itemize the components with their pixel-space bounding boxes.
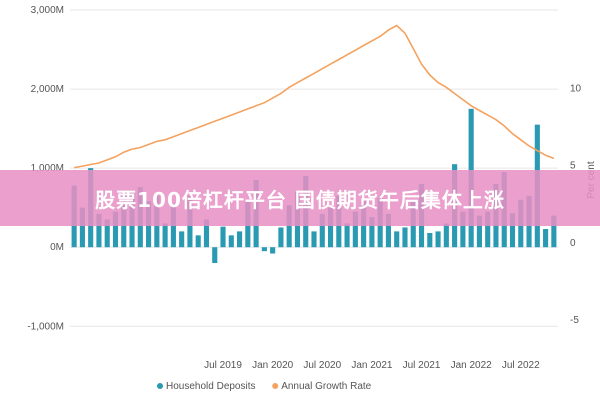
x-tick-label: Jan 2022 bbox=[451, 360, 493, 371]
bar-household-deposits bbox=[352, 211, 358, 248]
bar-household-deposits bbox=[509, 213, 516, 248]
x-tick-label: Jul 2021 bbox=[403, 360, 441, 371]
bar-household-deposits bbox=[402, 227, 408, 248]
x-tick-label: Jul 2020 bbox=[303, 360, 341, 371]
x-axis: Jul 2019 Jan 2020 Jul 2020 Jan 2021 Jul 2021… bbox=[204, 360, 540, 371]
chart-grid bbox=[70, 9, 558, 327]
y-right-tick-label: 0 bbox=[570, 238, 576, 249]
bar-household-deposits bbox=[286, 205, 292, 248]
bar-household-deposits bbox=[228, 235, 234, 248]
y-left-tick-label: 1,000M bbox=[31, 163, 64, 174]
bar-household-deposits bbox=[543, 229, 549, 248]
bar-household-deposits bbox=[344, 223, 350, 248]
legend-label: Household Deposits bbox=[166, 381, 256, 392]
x-tick-label: Jan 2021 bbox=[351, 360, 393, 371]
y-right-tick-label: -5 bbox=[570, 315, 579, 326]
overlay-banner: 股票100倍杠杆平台 国债期货午后集体上涨 bbox=[0, 170, 600, 226]
legend-marker bbox=[272, 383, 279, 389]
bar-household-deposits bbox=[195, 235, 201, 248]
bar-household-deposits bbox=[236, 231, 243, 248]
bar-household-deposits bbox=[96, 214, 102, 248]
y-left-tick-label: 0M bbox=[50, 242, 64, 253]
bar-household-deposits bbox=[311, 231, 317, 248]
x-tick-label: Jan 2020 bbox=[252, 360, 294, 371]
bar-household-deposits bbox=[460, 211, 466, 248]
bar-household-deposits bbox=[319, 214, 325, 248]
bar-household-deposits bbox=[162, 223, 168, 248]
bar-household-deposits bbox=[369, 217, 375, 248]
legend-label: Annual Growth Rate bbox=[281, 381, 371, 392]
bar-household-deposits bbox=[485, 211, 491, 248]
bar-household-deposits bbox=[278, 227, 284, 248]
bar-household-deposits bbox=[261, 247, 267, 252]
bar-household-deposits bbox=[79, 207, 85, 248]
y-left-tick-label: -1,000M bbox=[27, 321, 64, 332]
y-right-tick-label: 5 bbox=[570, 161, 576, 172]
bar-household-deposits bbox=[220, 226, 226, 248]
bar-household-deposits bbox=[443, 223, 449, 248]
bar-household-deposits bbox=[203, 219, 210, 248]
bar-household-deposits bbox=[327, 207, 334, 248]
bar-household-deposits bbox=[112, 211, 119, 248]
bar-household-deposits bbox=[179, 231, 185, 248]
bar-household-deposits bbox=[385, 214, 392, 248]
bar-household-deposits bbox=[427, 232, 433, 248]
legend: Household Deposits Annual Growth Rate bbox=[157, 381, 372, 392]
y-left-tick-label: 2,000M bbox=[31, 84, 64, 95]
bar-household-deposits bbox=[270, 247, 276, 254]
bar-household-deposits bbox=[104, 219, 110, 248]
bar-household-deposits bbox=[394, 231, 400, 248]
bar-household-deposits bbox=[476, 215, 482, 248]
y-axis-left: 3,000M 2,000M 1,000M 0M -1,000M bbox=[27, 5, 64, 332]
line-annual-growth-rate bbox=[73, 24, 555, 169]
y-right-tick-label: 10 bbox=[570, 83, 582, 94]
y-left-tick-label: 3,000M bbox=[31, 5, 64, 16]
line-series-annual-growth-rate bbox=[73, 24, 555, 169]
legend-marker bbox=[157, 383, 163, 389]
overlay-text: 股票100倍杠杆平台 国债期货午后集体上涨 bbox=[95, 187, 505, 212]
y-axis-right: 10 5 0 -5 bbox=[570, 83, 582, 326]
bar-household-deposits bbox=[551, 215, 557, 248]
bar-household-deposits bbox=[212, 247, 218, 264]
bar-household-deposits bbox=[435, 231, 441, 248]
x-tick-label: Jul 2022 bbox=[502, 360, 540, 371]
x-tick-label: Jul 2019 bbox=[204, 360, 242, 371]
